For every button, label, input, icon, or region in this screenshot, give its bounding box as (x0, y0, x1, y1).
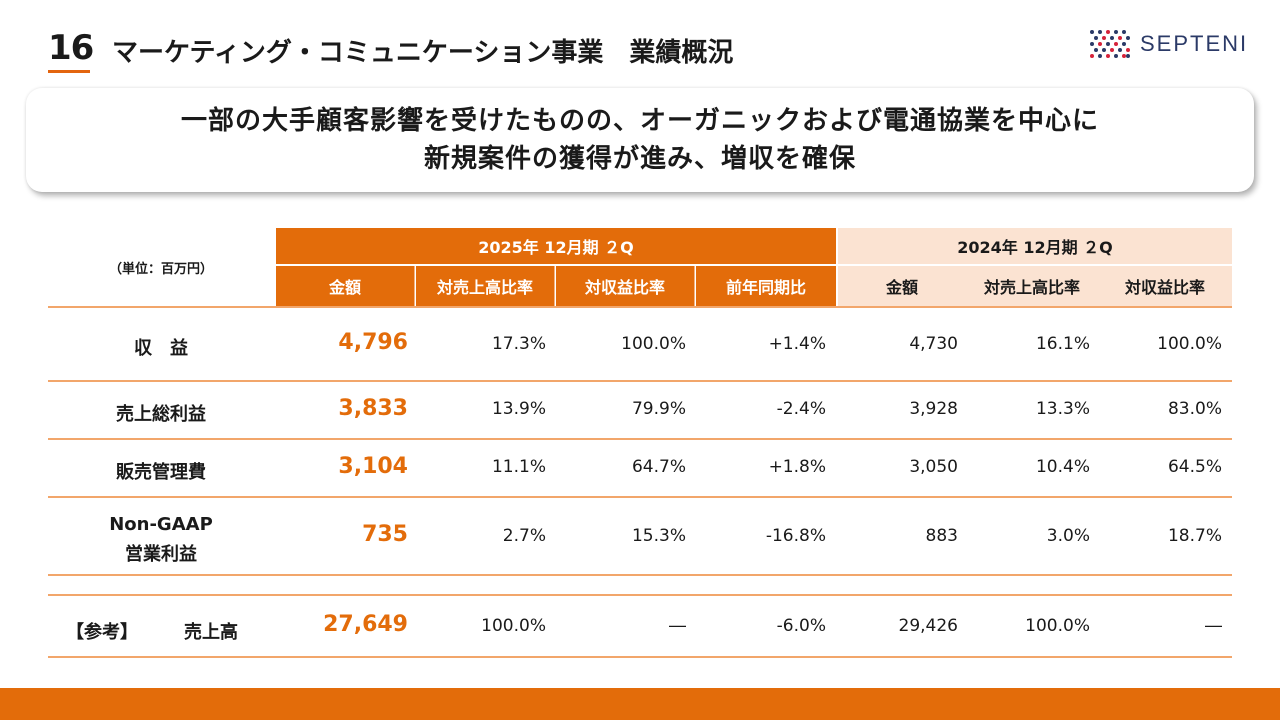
cell-amount-previous: 3,928 (909, 399, 958, 419)
row-label-line2: 営業利益 (125, 544, 197, 565)
row-divider (48, 574, 1232, 576)
col-header-amount-current: 金額 (276, 266, 414, 306)
row-divider (48, 594, 1232, 596)
unit-label: （単位：百万円） (108, 262, 213, 277)
row-label: 収 益 (134, 338, 188, 359)
cell-yoy-current: +1.4% (768, 334, 826, 354)
cell-sales-ratio-current: 100.0% (481, 616, 546, 636)
previous-period-header: 2024年 12月期 ２Q (838, 228, 1232, 264)
cell-amount-current: 3,104 (338, 454, 408, 479)
reference-prefix: 【参考】 (66, 622, 138, 643)
cell-revenue-ratio-previous: 18.7% (1167, 526, 1222, 546)
page-title: マーケティング・コミュニケーション事業 業績概況 (112, 38, 734, 68)
cell-yoy-current: -2.4% (776, 399, 826, 419)
cell-sales-ratio-previous: 10.4% (1035, 457, 1090, 477)
row-label: Non-GAAP (109, 514, 213, 535)
cell-amount-previous: 3,050 (909, 457, 958, 477)
col-header-amount-previous: 金額 (838, 266, 966, 306)
cell-sales-ratio-previous: 13.3% (1035, 399, 1090, 419)
septeni-logo-mark-icon (1090, 30, 1130, 58)
header-divider (414, 266, 415, 306)
cell-sales-ratio-previous: 100.0% (1025, 616, 1090, 636)
col-header-revenue-ratio-previous: 対収益比率 (1098, 266, 1232, 306)
current-period-header: 2025年 12月期 ２Q (276, 228, 836, 264)
headline-line-1: 一部の大手顧客影響を受けたものの、オーガニックおよび電通協業を中心に (180, 106, 1099, 136)
headline-box: 一部の大手顧客影響を受けたものの、オーガニックおよび電通協業を中心に 新規案件の… (26, 88, 1254, 192)
row-divider (48, 438, 1232, 440)
cell-revenue-ratio-current: 79.9% (631, 399, 686, 419)
cell-yoy-current: -16.8% (765, 526, 826, 546)
cell-amount-current: 3,833 (338, 396, 408, 421)
cell-amount-current: 735 (362, 522, 408, 547)
cell-sales-ratio-current: 2.7% (502, 526, 546, 546)
cell-revenue-ratio-current: 64.7% (631, 457, 686, 477)
cell-revenue-ratio-previous: 64.5% (1167, 457, 1222, 477)
row-divider (48, 380, 1232, 382)
row-divider (48, 496, 1232, 498)
cell-amount-current: 4,796 (338, 330, 408, 355)
cell-amount-current: 27,649 (323, 612, 408, 637)
cell-sales-ratio-current: 13.9% (491, 399, 546, 419)
cell-revenue-ratio-current: 100.0% (621, 334, 686, 354)
row-label: 販売管理費 (116, 462, 206, 483)
col-header-revenue-ratio-current: 対収益比率 (556, 266, 694, 306)
cell-sales-ratio-previous: 16.1% (1035, 334, 1090, 354)
cell-yoy-current: -6.0% (776, 616, 826, 636)
col-header-sales-ratio-previous: 対売上高比率 (966, 266, 1098, 306)
col-header-sales-ratio-current: 対売上高比率 (416, 266, 554, 306)
table-header-line (48, 306, 1232, 308)
cell-amount-previous: 29,426 (898, 616, 958, 636)
cell-revenue-ratio-previous: ― (1205, 616, 1222, 636)
cell-revenue-ratio-previous: 83.0% (1167, 399, 1222, 419)
cell-revenue-ratio-previous: 100.0% (1157, 334, 1222, 354)
cell-revenue-ratio-current: 15.3% (631, 526, 686, 546)
headline-line-2: 新規案件の獲得が進み、増収を確保 (423, 144, 856, 174)
col-header-yoy-current: 前年同期比 (696, 266, 836, 306)
footer-bar (0, 688, 1280, 720)
page-number-underline (48, 70, 90, 73)
cell-revenue-ratio-current: ― (669, 616, 686, 636)
header-divider (694, 266, 695, 306)
cell-sales-ratio-current: 11.1% (491, 457, 546, 477)
row-divider (48, 656, 1232, 658)
logo-text: SEPTENI (1140, 31, 1249, 56)
cell-sales-ratio-current: 17.3% (491, 334, 546, 354)
cell-yoy-current: +1.8% (768, 457, 826, 477)
header-divider (554, 266, 555, 306)
cell-amount-previous: 4,730 (909, 334, 958, 354)
cell-sales-ratio-previous: 3.0% (1046, 526, 1090, 546)
septeni-logo: SEPTENI (1088, 28, 1248, 60)
cell-amount-previous: 883 (925, 526, 958, 546)
page-number: 16 (48, 28, 94, 68)
row-label: 売上総利益 (116, 404, 206, 425)
row-label: 売上高 (184, 622, 238, 643)
